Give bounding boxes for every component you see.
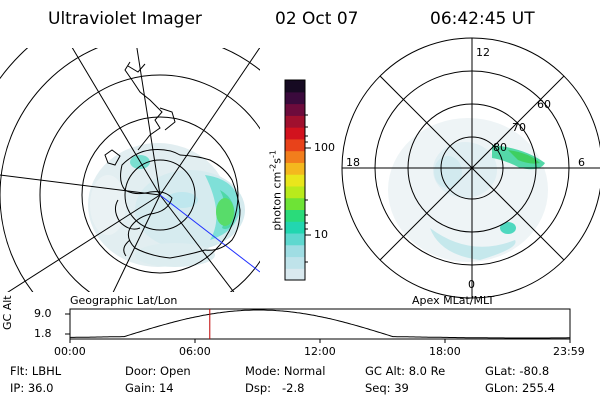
- geographic-auroral-emission: [88, 143, 245, 267]
- colorbar-segment: [285, 91, 305, 105]
- magnetic-polar-plot: [341, 37, 600, 299]
- filter-readout: Flt: LBHL: [10, 364, 62, 378]
- mlat-label-60: 60: [537, 98, 551, 111]
- orbit-plot-ticks: [65, 313, 571, 343]
- colorbar-tick-10: 10: [314, 228, 328, 241]
- mlt-meridians: [342, 38, 600, 298]
- colorbar-segment: [285, 256, 305, 269]
- colorbar-segment: [285, 127, 305, 140]
- colorbar-segment: [285, 174, 305, 187]
- date-display: 02 Oct 07: [275, 9, 359, 29]
- orbit-xtick-1200: 12:00: [304, 345, 336, 358]
- colorbar-segment: [285, 162, 305, 175]
- orbit-ytick-top: 9.0: [34, 307, 52, 320]
- orbit-xtick-2359: 23:59: [553, 345, 585, 358]
- app-title: Ultraviolet Imager: [48, 9, 202, 29]
- orbit-altitude-plot: [65, 308, 571, 343]
- glon-readout: GLon: 255.4: [485, 381, 555, 395]
- orbit-altitude-curve: [70, 309, 570, 339]
- gc-alt-readout: GC Alt: 8.0 Re: [365, 364, 446, 378]
- ip-readout: IP: 36.0: [10, 381, 54, 395]
- coastlines: [104, 61, 241, 259]
- colorbar-segment: [285, 103, 305, 116]
- color-scale-bar: [285, 80, 305, 281]
- colorbar-ticks: [305, 114, 311, 263]
- orbit-xtick-1800: 18:00: [429, 345, 461, 358]
- colorbar-segment: [285, 185, 305, 199]
- geographic-meridians: [0, 48, 260, 292]
- colorbar-segment: [285, 244, 305, 258]
- mlt-label-6: 6: [578, 156, 585, 169]
- geographic-map: [0, 48, 260, 292]
- geographic-latitude-circles: [0, 48, 260, 292]
- colorbar-segment: [285, 115, 305, 128]
- orbit-xtick-0000: 00:00: [54, 345, 86, 358]
- mlt-label-12: 12: [476, 46, 490, 59]
- orbit-ylabel: GC Alt: [1, 295, 14, 330]
- colorbar-segment: [285, 232, 305, 246]
- mlt-label-0: 0: [468, 278, 475, 291]
- colorbar-segment: [285, 268, 305, 281]
- colorbar-segment: [285, 80, 305, 93]
- mode-readout: Mode: Normal: [245, 364, 326, 378]
- colorbar-unit-label: photon cm-2s-1: [268, 150, 284, 231]
- apex-map-label: Apex MLat/MLT: [412, 294, 495, 307]
- colorbar-segment: [285, 150, 305, 163]
- terminator-line: [159, 194, 260, 273]
- mlt-label-18: 18: [346, 156, 360, 169]
- colorbar-segment: [285, 138, 305, 152]
- colorbar-tick-100: 100: [314, 141, 335, 154]
- colorbar-segment: [285, 197, 305, 211]
- gain-readout: Gain: 14: [125, 381, 174, 395]
- orbit-xtick-0600: 06:00: [179, 345, 211, 358]
- mlat-label-80: 80: [493, 141, 507, 154]
- colorbar-segment: [285, 221, 305, 234]
- orbit-ytick-bottom: 1.8: [34, 327, 52, 340]
- magnetic-auroral-emission: [388, 118, 548, 262]
- glat-readout: GLat: -80.8: [485, 364, 550, 378]
- door-readout: Door: Open: [125, 364, 191, 378]
- seq-readout: Seq: 39: [365, 381, 409, 395]
- mlat-label-70: 70: [512, 121, 526, 134]
- colorbar-segment: [285, 209, 305, 222]
- time-display: 06:42:45 UT: [430, 9, 535, 29]
- geographic-map-label: Geographic Lat/Lon: [70, 294, 178, 307]
- dsp-readout: Dsp: -2.8: [245, 381, 305, 395]
